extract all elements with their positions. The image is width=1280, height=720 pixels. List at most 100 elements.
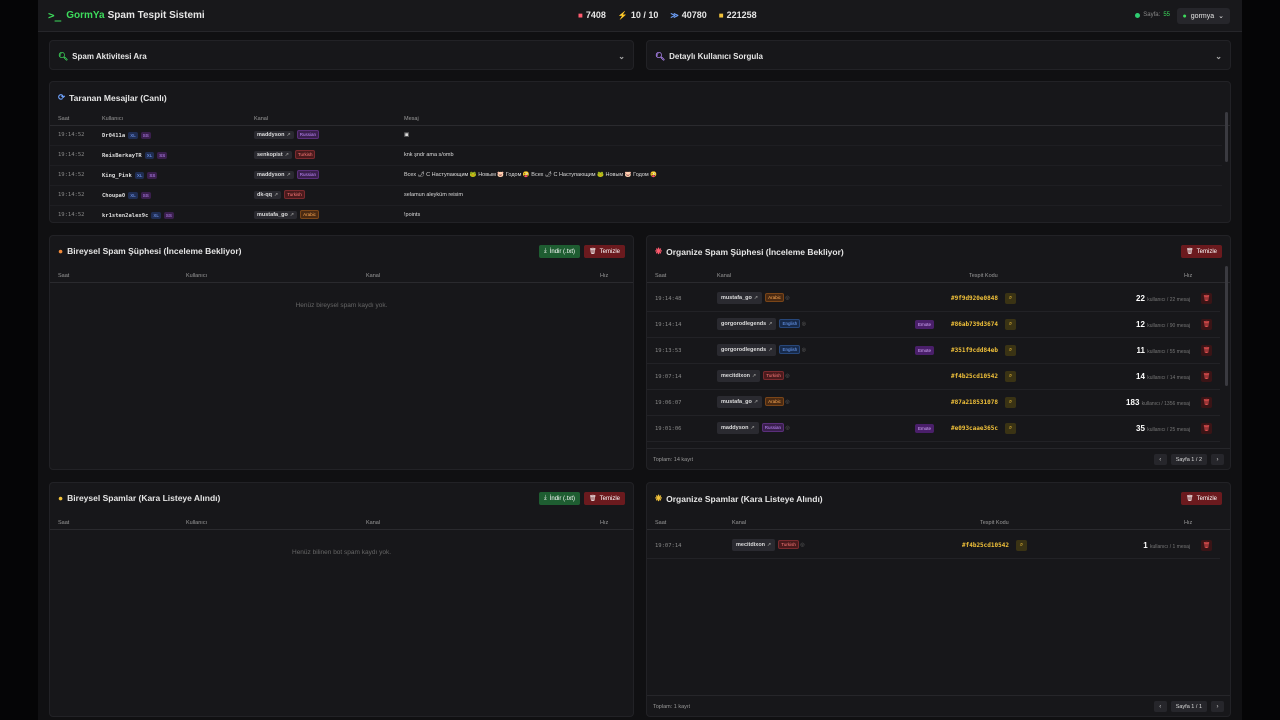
scrollbar[interactable] [1225,266,1228,386]
delete-button[interactable]: 🗑︎ [1201,397,1212,408]
clear-button[interactable]: 🗑︎ Temizle [584,245,625,258]
delete-button[interactable]: 🗑︎ [1201,371,1212,382]
scrollbar[interactable] [1225,112,1228,162]
delete-button[interactable]: 🗑︎ [1201,293,1212,304]
language-badge: Russian [296,130,319,139]
eye-icon[interactable]: ◎ [783,425,790,431]
clear-button[interactable]: 🗑︎ Temizle [584,492,625,505]
user-menu-button[interactable]: ● gormya ⌄ [1176,8,1230,24]
rate-detail: kullanıcı / 90 mesaj [1147,323,1190,329]
row-channel: senkopist ↗ Turkish [254,150,316,160]
live-count: 55 [1163,12,1170,18]
inspect-button[interactable]: ⌕ [1016,540,1027,551]
eye-icon[interactable]: ◎ [783,399,790,405]
username[interactable]: Dr0411a [102,133,126,140]
inspect-button[interactable]: ⌕ [1005,397,1016,408]
external-link-icon: ↗ [767,542,772,548]
eye-icon[interactable]: ◎ [783,295,790,301]
rate-detail: kullanıcı / 55 mesaj [1147,349,1190,355]
col-code: Tespit Kodu [980,520,1009,526]
row-time: 19:07:14 [655,543,682,549]
detection-code[interactable]: #87a218531078 [951,399,998,406]
username[interactable]: ReisBerkayTR [102,153,142,160]
channel-link[interactable]: mecitdixon ↗ [717,370,761,382]
download-button[interactable]: ⤓ İndir (.txt) [539,245,581,258]
row-channel: maddyson ↗ Russian [254,130,319,140]
channel-name: gorgorodlegends [721,347,767,353]
inspect-button[interactable]: ⌕ [1005,423,1016,434]
detection-code[interactable]: #f4b25cd10542 [951,373,998,380]
tag-badge: XL [144,152,155,159]
clear-button[interactable]: 🗑︎ Temizle [1181,245,1222,258]
next-page-button[interactable]: › [1211,701,1224,712]
channel-link[interactable]: mustafa_go ↗ [717,396,763,408]
rate-value: 35 [1136,424,1145,433]
stat-workers: ⚡ 10 / 10 [618,10,659,20]
detection-code[interactable]: #86ab739d3674 [951,321,998,328]
channel-link[interactable]: senkopist ↗ [254,151,292,160]
search-spam-panel[interactable]: 🔍︎ Spam Aktivitesi Ara ⌄ [49,40,634,70]
delete-button[interactable]: 🗑︎ [1201,345,1212,356]
tag-badge: XL [128,192,138,199]
detection-code[interactable]: #9f9d920e0848 [951,295,998,302]
channel-link[interactable]: mecitdixon ↗ [732,539,776,551]
prev-page-button[interactable]: ‹ [1153,454,1167,465]
tag-badge: SS [163,212,174,219]
username[interactable]: King_Pink [102,173,132,180]
trash-icon: 🗑︎ [589,496,597,502]
rate-detail: kullanıcı / 25 mesaj [1147,427,1190,433]
channel-link[interactable]: maddyson ↗ [717,422,759,434]
username[interactable]: kr1sten2alex9c [102,213,149,220]
language-badge: Arabic [300,210,319,219]
row-rate: 12 kullanıcı / 90 mesaj [1136,320,1190,329]
table-header: Saat Kanal Tespit Kodu Hız [647,516,1230,530]
refresh-icon: ⟳ [58,92,66,102]
channel-link[interactable]: gorgorodlegends ↗ [717,318,777,330]
download-icon: ⤓ [544,495,547,501]
tag-badge: XL [151,212,161,219]
download-button[interactable]: ⤓ İndir (.txt) [539,492,581,505]
channel-link[interactable]: mustafa_go ↗ [717,292,763,304]
user-query-panel[interactable]: 🔍︎ Detaylı Kullanıcı Sorgula ⌄ [646,40,1231,70]
row-time: 19:14:52 [58,192,85,198]
eye-icon[interactable]: ◎ [798,542,805,548]
external-link-icon: ↗ [284,152,289,159]
detection-code[interactable]: #351f9cdd84eb [951,347,998,354]
channel-link[interactable]: maddyson ↗ [254,171,294,180]
video-icon: ■ [578,10,583,20]
row-time: 19:13:53 [655,348,682,354]
inspect-button[interactable]: ⌕ [1005,371,1016,382]
channel-link[interactable]: dk-qq ↗ [254,191,282,200]
channel-link[interactable]: mustafa_go ↗ [254,211,298,220]
table-row: 19:14:52 Dr0411a XL SS maddyson ↗ Russian ▣ [50,126,1222,146]
language-badge: Arabic [765,292,784,302]
next-page-button[interactable]: › [1211,454,1224,465]
prev-page-button[interactable]: ‹ [1153,701,1167,712]
inspect-button[interactable]: ⌕ [1005,345,1016,356]
button-label: Temizle [1196,495,1217,502]
row-rate: 35 kullanıcı / 25 mesaj [1136,424,1190,433]
external-link-icon: ↗ [289,212,295,219]
channel-name: senkopist [257,152,283,159]
detection-code[interactable]: #f4b25cd10542 [962,542,1009,549]
username[interactable]: Choupa0 [102,193,126,200]
row-time: 19:14:52 [58,132,85,138]
inspect-button[interactable]: ⌕ [1005,293,1016,304]
detection-code[interactable]: #e093caae365c [951,425,998,432]
delete-button[interactable]: 🗑︎ [1201,423,1212,434]
inspect-button[interactable]: ⌕ [1005,319,1016,330]
col-time: Saat [655,273,667,279]
eye-icon[interactable]: ◎ [800,321,806,327]
external-link-icon: ↗ [753,295,759,301]
channel-link[interactable]: maddyson ↗ [254,131,294,140]
panel-header: ❋ Organize Spamlar (Kara Listeye Alındı) [655,493,823,504]
channel-link[interactable]: gorgorodlegends ↗ [717,344,777,356]
table-row: 19:14:52 ReisBerkayTR XL SS senkopist ↗ Turkis… [50,146,1222,166]
channel-name: maddyson [257,172,285,179]
delete-button[interactable]: 🗑︎ [1201,540,1212,551]
clear-button[interactable]: 🗑︎ Temizle [1181,492,1222,505]
delete-button[interactable]: 🗑︎ [1201,319,1212,330]
eye-icon[interactable]: ◎ [800,347,806,353]
eye-icon[interactable]: ◎ [783,373,790,379]
tag-badge: XL [134,172,145,179]
